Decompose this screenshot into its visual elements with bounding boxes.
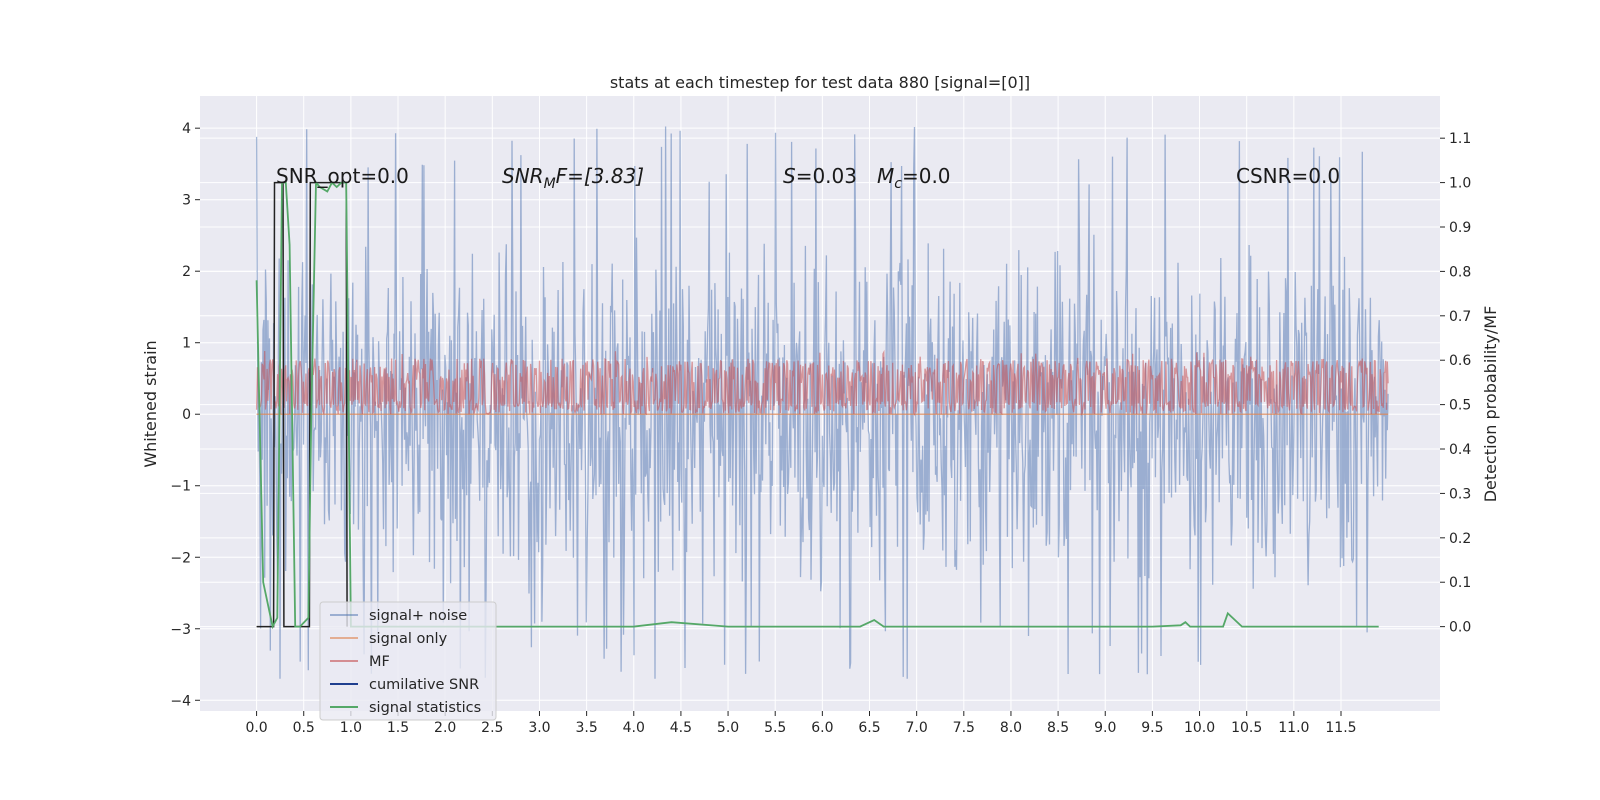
y-tick-label-left: −2 (170, 550, 191, 566)
x-tick-label: 11.5 (1325, 720, 1356, 736)
x-tick-label: 4.0 (623, 720, 645, 736)
x-tick-label: 6.5 (858, 720, 880, 736)
x-tick-label: 1.0 (340, 720, 362, 736)
legend-label-signal-statistics: signal statistics (369, 700, 481, 716)
x-tick-label: 9.0 (1094, 720, 1116, 736)
legend-label-signal-noise: signal+ noise (369, 608, 467, 624)
y-tick-label-left: 1 (182, 336, 191, 352)
y-tick-label-right: 0.7 (1449, 309, 1471, 325)
y-tick-label-right: 0.4 (1449, 442, 1471, 458)
series-mf (255, 349, 1389, 417)
axes: 0.0 0.5 1.0 1.5 2.0 2.5 3.0 3.5 4.0 4.5 5.0 5.5 6.0 6… (170, 121, 1471, 736)
x-tick-label: 3.0 (528, 720, 550, 736)
y-tick-label-right: 0.9 (1449, 220, 1471, 236)
y-tick-label-right: 1.1 (1449, 131, 1471, 147)
y-tick-label-left: −1 (170, 479, 191, 495)
y-tick-label-left: 4 (182, 121, 191, 137)
x-tick-label: 2.0 (434, 720, 456, 736)
x-tick-label: 6.0 (811, 720, 833, 736)
annotation-snr-opt: SNR_opt=0.0 (276, 164, 409, 188)
legend: signal+ noise signal only MF cumilative … (319, 601, 497, 721)
annotation-mc: Mc=0.0 (877, 164, 951, 192)
y-tick-label-right: 0.2 (1449, 531, 1471, 547)
y-tick-label-right: 0.0 (1449, 620, 1471, 636)
x-tick-label: 8.0 (1000, 720, 1022, 736)
y-tick-label-right: 0.8 (1449, 264, 1471, 280)
y-axis-label-left: Whitened strain (141, 340, 160, 467)
chart-title: stats at each timestep for test data 880… (610, 73, 1030, 92)
y-tick-label-left: 3 (182, 193, 191, 209)
y-tick-label-left: 2 (182, 264, 191, 280)
x-tick-label: 0.5 (293, 720, 315, 736)
x-tick-label: 11.0 (1278, 720, 1309, 736)
x-tick-label: 8.5 (1047, 720, 1069, 736)
legend-label-mf: MF (369, 654, 390, 670)
y-tick-label-left: −4 (170, 693, 191, 709)
x-tick-label: 3.5 (575, 720, 597, 736)
x-tick-label: 4.5 (670, 720, 692, 736)
x-tick-label: 9.5 (1141, 720, 1163, 736)
y-axis-label-right: Detection probability/MF (1481, 306, 1500, 503)
series-cumulative-snr (256, 181, 348, 628)
legend-label-signal-only: signal only (369, 631, 448, 647)
series-signal-noise (255, 126, 1389, 679)
series-signal-statistics (255, 180, 1379, 630)
annotation-s: S=0.03 (783, 164, 857, 188)
x-tick-label: 7.5 (953, 720, 975, 736)
y-tick-label-right: 0.6 (1449, 353, 1471, 369)
y-tick-label-left: 0 (182, 407, 191, 423)
annotation-csnr: CSNR=0.0 (1236, 164, 1340, 188)
x-tick-label: 0.0 (245, 720, 267, 736)
x-tick-label: 7.0 (906, 720, 928, 736)
x-tick-label: 10.0 (1184, 720, 1215, 736)
y-tick-label-left: −3 (170, 622, 191, 638)
legend-label-cumulative-snr: cumilative SNR (369, 677, 479, 693)
x-tick-label: 10.5 (1231, 720, 1262, 736)
x-tick-label: 2.5 (481, 720, 503, 736)
annotation-snr-mf: SNRMF=[3.83] (502, 164, 644, 192)
y-tick-label-right: 0.5 (1449, 398, 1471, 414)
plot-series (255, 126, 1389, 679)
y-tick-label-right: 0.3 (1449, 486, 1471, 502)
x-tick-label: 1.5 (387, 720, 409, 736)
y-tick-label-right: 1.0 (1449, 176, 1471, 192)
x-tick-label: 5.5 (764, 720, 786, 736)
y-tick-label-right: 0.1 (1449, 575, 1471, 591)
legend-box (319, 601, 497, 721)
x-tick-label: 5.0 (717, 720, 739, 736)
